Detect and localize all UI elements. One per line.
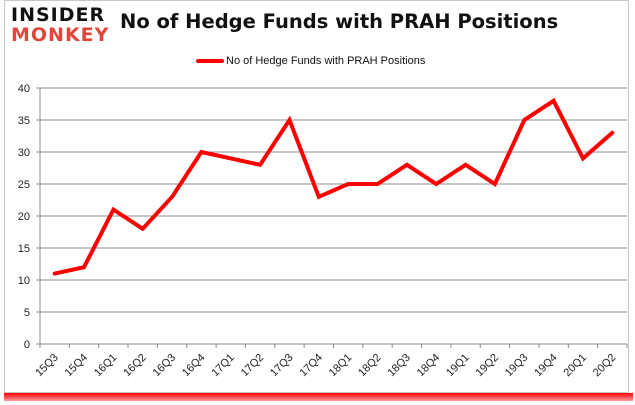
x-tick-label: 20Q2 <box>591 352 619 380</box>
x-tick-label: 18Q1 <box>327 352 355 380</box>
y-tick-label: 5 <box>24 307 30 319</box>
x-tick-label: 19Q4 <box>532 352 560 380</box>
x-tick-label: 17Q4 <box>297 352 325 380</box>
x-tick-label: 20Q1 <box>562 352 590 380</box>
y-tick-label: 0 <box>24 339 30 351</box>
x-tick-label: 17Q2 <box>239 352 267 380</box>
chart-frame <box>4 0 629 393</box>
x-tick-label: 17Q1 <box>209 352 237 380</box>
x-tick-label: 18Q3 <box>385 352 413 380</box>
x-tick-label: 15Q4 <box>63 352 91 380</box>
insider-monkey-logo: INSIDER MONKEY <box>11 6 109 45</box>
x-tick-label: 18Q4 <box>415 352 443 380</box>
y-tick-label: 20 <box>18 211 30 223</box>
chart-legend: No of Hedge Funds with PRAH Positions <box>196 55 425 67</box>
legend-line-swatch-icon <box>196 59 224 63</box>
logo-line-2: MONKEY <box>11 24 110 46</box>
x-tick-label: 19Q3 <box>503 352 531 380</box>
y-tick-label: 15 <box>18 243 30 255</box>
y-tick-label: 35 <box>18 115 30 127</box>
x-tick-label: 15Q3 <box>33 352 61 380</box>
y-tick-label: 10 <box>18 275 30 287</box>
series-line <box>52 97 615 276</box>
chart-title: No of Hedge Funds with PRAH Positions <box>120 10 559 33</box>
logo-line-1: INSIDER <box>11 4 106 26</box>
x-tick-label: 16Q1 <box>92 352 120 380</box>
x-tick-label: 17Q3 <box>268 352 296 380</box>
x-tick-label: 16Q3 <box>151 352 179 380</box>
y-tick-label: 40 <box>18 83 30 95</box>
x-tick-label: 16Q2 <box>121 352 149 380</box>
y-tick-label: 30 <box>18 147 30 159</box>
y-tick-label: 25 <box>18 179 30 191</box>
y-axis: 0 5 10 15 20 25 30 35 40 <box>18 83 41 351</box>
x-tick-label: 19Q2 <box>474 352 502 380</box>
x-tick-label: 19Q1 <box>444 352 472 380</box>
legend-label: No of Hedge Funds with PRAH Positions <box>226 55 426 67</box>
bottom-accent-bar <box>4 393 633 401</box>
x-tick-label: 16Q4 <box>180 352 208 380</box>
x-tick-label: 18Q2 <box>356 352 384 380</box>
gridlines <box>40 87 627 313</box>
x-axis: 15Q3 15Q4 16Q1 16Q2 16Q3 16Q4 17Q1 17Q2 17Q3 17Q4… <box>33 343 628 380</box>
